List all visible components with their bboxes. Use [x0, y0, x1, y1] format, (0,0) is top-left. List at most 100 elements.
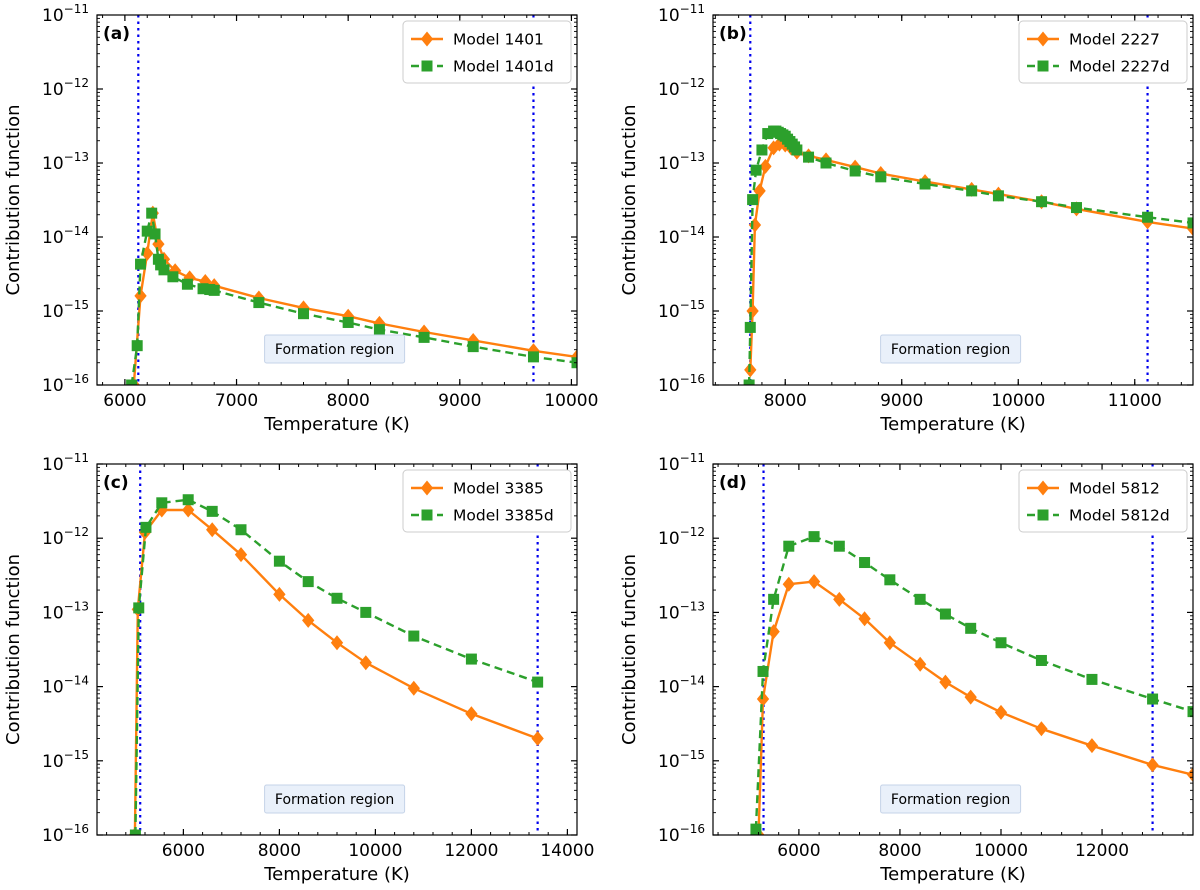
data-point-diamond [914, 656, 927, 672]
y-tick-label: 10−15 [658, 748, 705, 772]
data-point-square [418, 331, 430, 343]
x-tick-label: 12000 [444, 841, 498, 861]
y-tick-exponent: −11 [680, 2, 705, 16]
x-axis-title: Temperature (K) [879, 414, 1026, 435]
data-point-square [992, 190, 1004, 202]
data-point-square [919, 178, 931, 190]
y-tick-exponent: −14 [64, 674, 89, 688]
data-point-square [808, 531, 820, 543]
data-point-square [1070, 202, 1082, 214]
data-point-diamond [964, 689, 977, 705]
series-line [757, 580, 1193, 835]
y-tick-exponent: −15 [680, 748, 705, 762]
legend-box [1018, 469, 1188, 533]
data-point-square [532, 676, 544, 688]
x-axis-title: Temperature (K) [879, 864, 1026, 885]
data-point-square [965, 622, 977, 634]
data-point-diamond [883, 635, 896, 651]
panel-label: (a) [103, 24, 130, 44]
y-axis-title: Contribution function [619, 104, 640, 295]
y-tick-exponent: −11 [680, 451, 705, 465]
data-point-square [149, 228, 161, 240]
y-tick-base: 10 [658, 302, 680, 322]
legend-marker-square [1037, 509, 1049, 521]
y-tick-base: 10 [658, 529, 680, 549]
legend-box [402, 20, 572, 84]
y-tick-label: 10−13 [658, 150, 705, 174]
y-tick-label: 10−15 [658, 298, 705, 322]
legend-label: Model 2227 [1069, 31, 1160, 49]
data-point-square [859, 557, 871, 569]
plot-frame [712, 14, 1194, 386]
data-point-square [744, 321, 756, 333]
data-point-diamond [858, 611, 871, 627]
x-tick-label: 8000 [764, 391, 807, 411]
data-point-square [966, 185, 978, 197]
series-model-1401 [127, 205, 577, 385]
y-tick-exponent: −13 [680, 599, 705, 613]
y-tick-label: 10−16 [658, 822, 705, 846]
data-point-square [884, 574, 896, 586]
data-point-square [131, 340, 143, 352]
y-tick-base: 10 [658, 455, 680, 475]
legend-label: Model 5812d [1069, 507, 1170, 525]
y-tick-base: 10 [42, 826, 64, 846]
data-point-diamond [1186, 767, 1193, 783]
data-point-square [146, 207, 158, 219]
x-tick-label: 6000 [777, 841, 820, 861]
y-tick-exponent: −14 [680, 674, 705, 688]
legend-marker-diamond [1036, 480, 1050, 496]
data-point-square [757, 665, 769, 677]
data-point-diamond [206, 522, 219, 538]
x-tick-label: 8000 [258, 841, 301, 861]
data-point-diamond [756, 691, 770, 707]
y-axis-title: Contribution function [3, 554, 24, 745]
data-point-diamond [746, 303, 759, 319]
data-point-square [373, 324, 385, 336]
legend-label: Model 2227d [1069, 58, 1170, 76]
y-tick-base: 10 [42, 678, 64, 698]
y-tick-exponent: −11 [64, 2, 89, 16]
data-point-diamond [407, 680, 420, 696]
x-tick-label: 10000 [974, 841, 1028, 861]
data-point-square [273, 555, 285, 567]
data-point-square [141, 225, 153, 237]
legend-marker-diamond [1036, 31, 1050, 47]
data-point-diamond [1035, 721, 1048, 737]
y-tick-base: 10 [658, 678, 680, 698]
y-tick-base: 10 [658, 154, 680, 174]
y-tick-label: 10−12 [42, 525, 89, 549]
y-tick-base: 10 [42, 752, 64, 772]
data-point-diamond [1085, 738, 1099, 754]
data-point-square [208, 284, 220, 296]
data-point-diamond [359, 655, 372, 671]
y-tick-label: 10−11 [42, 451, 89, 475]
x-tick-label: 9000 [880, 391, 923, 411]
data-point-square [152, 253, 164, 265]
data-point-square [1036, 196, 1048, 208]
data-point-square [833, 540, 845, 552]
data-point-square [126, 379, 138, 385]
data-point-diamond [465, 706, 478, 722]
panel-c: 6000 8000 10000 12000 1400010−1110−1210−1310… [3, 451, 594, 885]
data-point-diamond [234, 547, 248, 563]
data-point-square [181, 278, 193, 290]
y-tick-exponent: −11 [64, 451, 89, 465]
data-point-square [743, 379, 755, 385]
legend-marker-square [421, 509, 433, 521]
data-point-square [1142, 211, 1154, 223]
y-tick-label: 10−12 [658, 525, 705, 549]
legend-marker-diamond [420, 480, 434, 496]
x-tick-label: 8000 [327, 391, 370, 411]
y-tick-label: 10−13 [42, 150, 89, 174]
y-tick-exponent: −16 [64, 822, 89, 836]
legend-marker-square [1037, 60, 1049, 72]
y-tick-exponent: −15 [64, 748, 89, 762]
y-tick-label: 10−11 [658, 2, 705, 26]
y-tick-base: 10 [42, 455, 64, 475]
data-point-square [298, 308, 310, 320]
x-tick-label: 7000 [215, 391, 258, 411]
panel-b: 8000 9000 10000 1100010−1110−1210−1310−1410… [619, 2, 1194, 435]
y-tick-label: 10−14 [658, 674, 705, 698]
y-tick-base: 10 [658, 228, 680, 248]
